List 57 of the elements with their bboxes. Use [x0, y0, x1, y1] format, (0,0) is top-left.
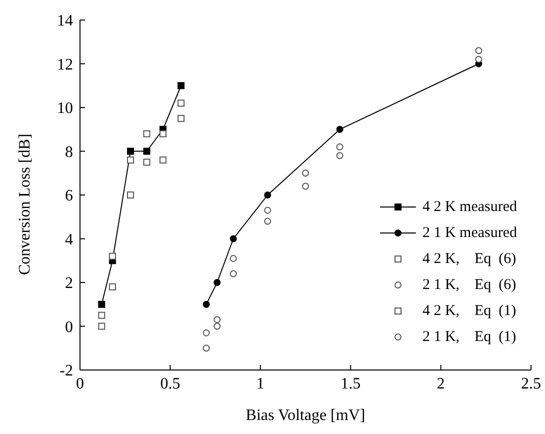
point — [214, 322, 221, 330]
point — [108, 252, 116, 260]
x-tick-label: 0 — [76, 375, 84, 392]
point — [230, 254, 237, 262]
point — [475, 47, 482, 54]
y-axis-title: Conversion Loss [dB] — [16, 134, 34, 275]
y-tick-label: 6 — [65, 188, 73, 205]
point — [202, 344, 210, 352]
y-tick-label: 14 — [57, 12, 73, 30]
point — [127, 156, 134, 164]
point — [143, 130, 150, 138]
point — [336, 143, 344, 150]
y-tick-label: -2 — [60, 362, 73, 380]
point — [178, 114, 185, 122]
point — [264, 206, 272, 214]
x-axis-title: Bias Voltage [mV] — [246, 407, 366, 424]
point — [98, 312, 106, 319]
y-tick-label: 12 — [57, 56, 73, 74]
legend-label: 2 1 K, Eq (1) — [422, 328, 516, 346]
x-tick-label: 1 — [256, 375, 264, 392]
point — [475, 56, 482, 63]
point — [202, 300, 210, 308]
y-tick-label: 0 — [65, 318, 73, 336]
point — [98, 322, 106, 330]
legend-label: 4 2 K measured — [422, 198, 517, 216]
legend-label: 2 1 K measured — [422, 224, 517, 242]
point — [178, 100, 185, 107]
point — [214, 316, 221, 324]
point — [264, 218, 272, 225]
y-tick-label: 8 — [65, 144, 73, 161]
point — [202, 329, 210, 336]
point — [264, 192, 272, 198]
legend-label: 4 2 K, Eq (6) — [422, 250, 516, 268]
point — [230, 270, 237, 278]
x-tick-label: 2.5 — [521, 375, 541, 392]
legend-label: 2 1 K, Eq (6) — [422, 276, 516, 294]
point — [302, 182, 309, 190]
point — [214, 279, 221, 286]
point — [159, 130, 166, 138]
point — [108, 283, 116, 290]
point — [98, 300, 106, 308]
legend-label: 4 2 K, Eq (1) — [422, 302, 516, 320]
point — [127, 148, 134, 155]
point — [159, 156, 166, 164]
y-tick-label: 4 — [65, 231, 73, 248]
point — [143, 148, 150, 155]
x-tick-label: 2 — [436, 375, 445, 392]
y-tick-label: 10 — [57, 100, 73, 118]
x-tick-label: 0.5 — [160, 375, 180, 392]
point — [336, 126, 344, 133]
point — [336, 152, 344, 160]
point — [143, 158, 150, 166]
point — [178, 82, 185, 90]
x-tick-label: 1.5 — [340, 375, 361, 392]
y-tick-label: 2 — [65, 275, 73, 292]
point — [230, 235, 237, 242]
point — [302, 170, 309, 177]
